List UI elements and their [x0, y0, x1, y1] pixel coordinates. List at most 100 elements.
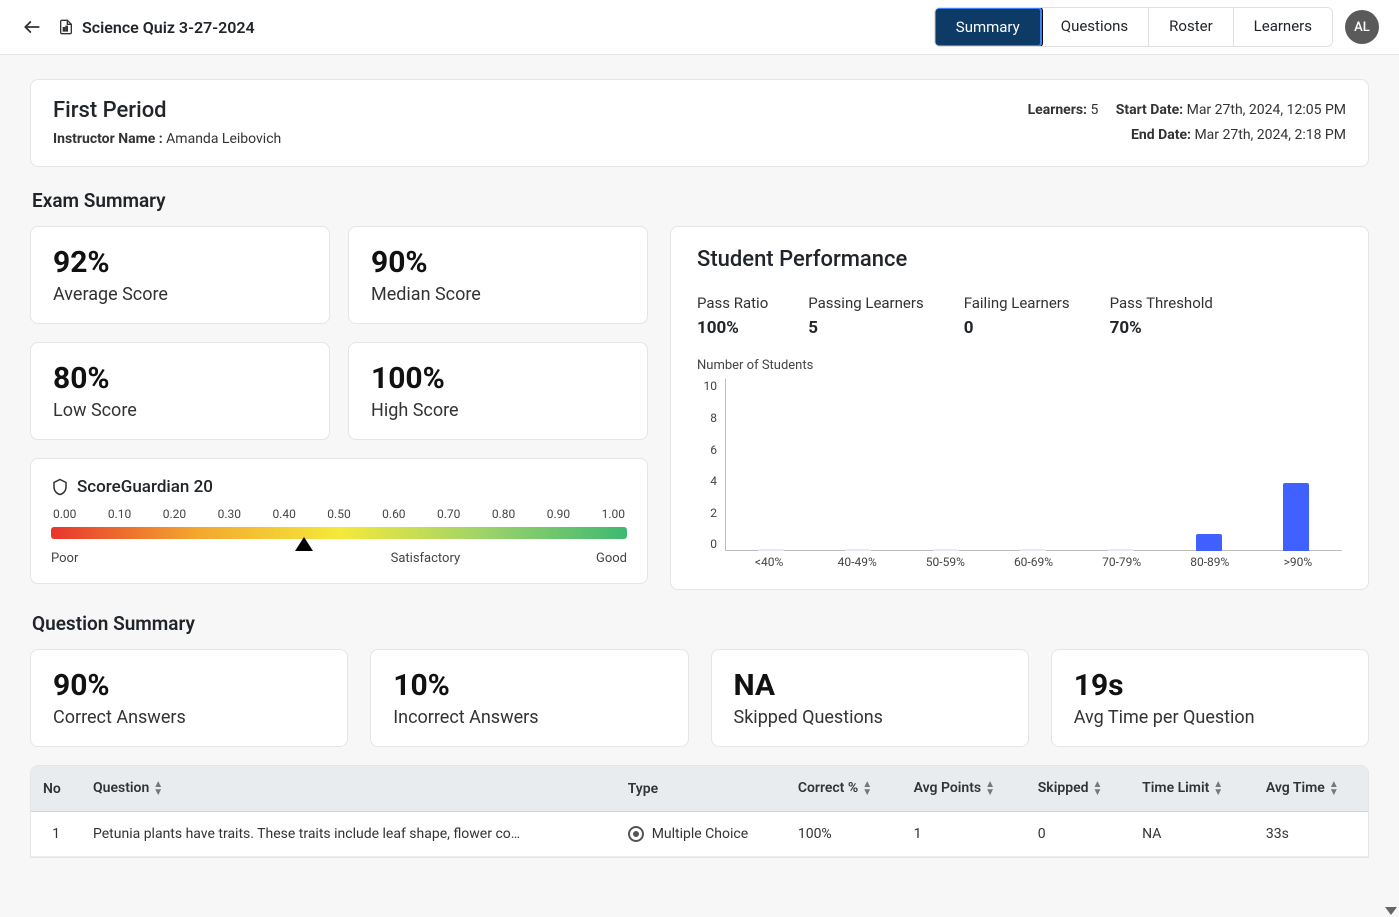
question-data-table: No Question▲▼ Type Correct %▲▼ Avg Point…	[31, 766, 1368, 857]
stat-value: 5	[808, 318, 923, 338]
sort-icon: ▲▼	[862, 781, 872, 797]
back-arrow-button[interactable]	[20, 15, 44, 39]
sort-icon: ▲▼	[1329, 781, 1339, 797]
performance-stats-row: Pass Ratio100%Passing Learners5Failing L…	[697, 294, 1342, 338]
median-score-label: Median Score	[371, 284, 625, 305]
low-score-card: 80% Low Score	[30, 342, 330, 440]
scroll-down-triangle-icon	[1385, 907, 1397, 915]
sort-icon: ▲▼	[153, 781, 163, 797]
median-score-card: 90% Median Score	[348, 226, 648, 324]
median-score-value: 90%	[371, 245, 625, 280]
performance-chart: 1086420 <40%40-49%50-59%60-69%70-79%80-8…	[697, 379, 1342, 569]
class-period-title: First Period	[53, 98, 281, 123]
gauge-label-good: Good	[596, 551, 627, 566]
question-metrics-row: 90%Correct Answers10%Incorrect AnswersNA…	[30, 649, 1369, 747]
average-score-card: 92% Average Score	[30, 226, 330, 324]
start-date-label: Start Date:	[1116, 102, 1183, 118]
col-avg-points[interactable]: Avg Points▲▼	[902, 766, 1026, 811]
chart-x-axis: <40%40-49%50-59%60-69%70-79%80-89%>90%	[725, 551, 1342, 569]
learners-start-line: Learners: 5 Start Date: Mar 27th, 2024, …	[1028, 98, 1346, 123]
gauge-tick: 0.70	[437, 507, 460, 521]
gauge-title-text: ScoreGuardian 20	[77, 477, 213, 497]
table-row[interactable]: 1 Petunia plants have traits. These trait…	[31, 811, 1368, 856]
gauge-tick: 0.40	[272, 507, 295, 521]
col-question-label: Question	[93, 780, 149, 796]
sort-icon: ▲▼	[1213, 781, 1223, 797]
document-title: Science Quiz 3-27-2024	[58, 18, 255, 37]
high-score-label: High Score	[371, 400, 625, 421]
gauge-tick: 0.20	[163, 507, 186, 521]
col-avg-time[interactable]: Avg Time▲▼	[1254, 766, 1368, 811]
y-tick: 6	[710, 443, 717, 457]
content-scroll[interactable]: First Period Instructor Name : Amanda Le…	[0, 55, 1399, 917]
question-metric-card: 10% Incorrect Answers	[370, 649, 688, 747]
x-tick: >90%	[1268, 555, 1328, 569]
gauge-tick: 0.90	[547, 507, 570, 521]
topbar: Science Quiz 3-27-2024 Summary Questions…	[0, 0, 1399, 55]
stat-value: 0	[964, 318, 1070, 338]
chart-y-label: Number of Students	[697, 358, 1342, 373]
metric-label: Skipped Questions	[734, 707, 1006, 728]
document-icon	[58, 18, 74, 36]
tab-questions[interactable]: Questions	[1041, 8, 1149, 46]
instructor-label: Instructor Name :	[53, 131, 163, 147]
y-tick: 8	[710, 411, 717, 425]
col-correct[interactable]: Correct %▲▼	[786, 766, 902, 811]
x-tick: <40%	[739, 555, 799, 569]
y-tick: 2	[710, 506, 717, 520]
cell-question: Petunia plants have traits. These traits…	[81, 811, 616, 856]
class-info-right: Learners: 5 Start Date: Mar 27th, 2024, …	[1028, 98, 1346, 148]
sort-icon: ▲▼	[985, 781, 995, 797]
average-score-value: 92%	[53, 245, 307, 280]
end-date-value: Mar 27th, 2024, 2:18 PM	[1194, 127, 1346, 143]
student-performance-card: Student Performance Pass Ratio100%Passin…	[670, 226, 1369, 590]
question-metric-card: 19sAvg Time per Question	[1051, 649, 1369, 747]
x-tick: 80-89%	[1180, 555, 1240, 569]
gauge-labels: Poor Satisfactory Good	[51, 551, 627, 567]
question-metric-card: NASkipped Questions	[711, 649, 1029, 747]
cell-avg-points: 1	[902, 811, 1026, 856]
learners-count: 5	[1090, 102, 1098, 118]
sort-icon: ▲▼	[1093, 781, 1103, 797]
performance-stat: Passing Learners 5	[808, 294, 923, 338]
tab-summary[interactable]: Summary	[934, 7, 1042, 47]
topbar-right: Summary Questions Roster Learners AL	[934, 7, 1379, 47]
gauge-label-poor: Poor	[51, 551, 78, 566]
stat-label: Failing Learners	[964, 294, 1070, 312]
metric-label: Correct Answers	[53, 707, 325, 728]
col-skipped[interactable]: Skipped▲▼	[1026, 766, 1130, 811]
y-tick: 0	[710, 537, 717, 551]
stat-label: Passing Learners	[808, 294, 923, 312]
gauge-tick: 0.10	[108, 507, 131, 521]
cell-type: Multiple Choice	[616, 811, 786, 856]
chart-bar	[1283, 483, 1309, 552]
chart-body: <40%40-49%50-59%60-69%70-79%80-89%>90%	[725, 379, 1342, 569]
gauge-ticks: 0.000.100.200.300.400.500.600.700.800.90…	[51, 507, 627, 521]
cell-avg-time: 33s	[1254, 811, 1368, 856]
metric-label: Incorrect Answers	[393, 707, 665, 728]
high-score-value: 100%	[371, 361, 625, 396]
user-avatar[interactable]: AL	[1345, 10, 1379, 44]
cell-skipped: 0	[1026, 811, 1130, 856]
col-avgpoints-label: Avg Points	[914, 780, 982, 796]
col-timelimit-label: Time Limit	[1142, 780, 1209, 796]
view-tab-group: Summary Questions Roster Learners	[934, 7, 1333, 47]
high-score-card: 100% High Score	[348, 342, 648, 440]
col-skipped-label: Skipped	[1038, 780, 1089, 796]
start-date-value: Mar 27th, 2024, 12:05 PM	[1187, 102, 1346, 118]
gauge-bar	[51, 527, 627, 539]
exam-summary-left-col: 92% Average Score 90% Median Score 80% L…	[30, 226, 648, 590]
table-header: No Question▲▼ Type Correct %▲▼ Avg Point…	[31, 766, 1368, 811]
stat-value: 100%	[697, 318, 768, 338]
tab-roster[interactable]: Roster	[1149, 8, 1233, 46]
cell-time-limit: NA	[1130, 811, 1254, 856]
class-info-card: First Period Instructor Name : Amanda Le…	[30, 79, 1369, 167]
tab-learners[interactable]: Learners	[1234, 8, 1332, 46]
exam-summary-row: 92% Average Score 90% Median Score 80% L…	[30, 226, 1369, 590]
class-info-left: First Period Instructor Name : Amanda Le…	[53, 98, 281, 147]
topbar-left: Science Quiz 3-27-2024	[20, 15, 255, 39]
col-time-limit[interactable]: Time Limit▲▼	[1130, 766, 1254, 811]
col-question[interactable]: Question▲▼	[81, 766, 616, 811]
gauge-tick: 0.00	[53, 507, 76, 521]
metric-value: 10%	[393, 668, 665, 703]
